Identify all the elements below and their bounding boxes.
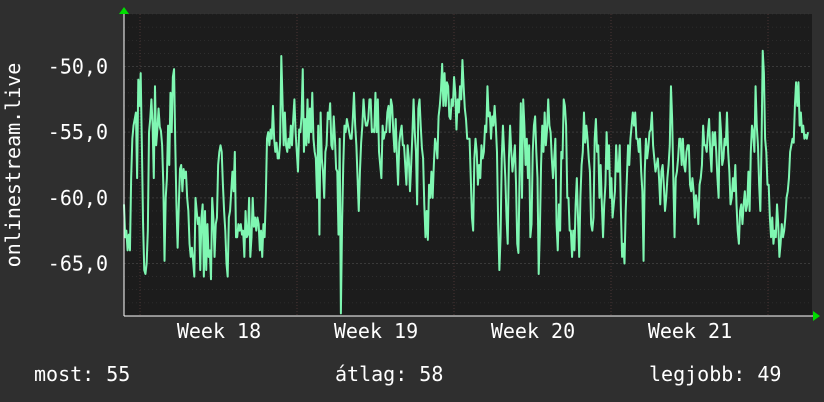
x-tick-label: Week 20 (491, 319, 575, 343)
y-tick-labels: -50,0 -55,0 -60,0 -65,0 (48, 55, 108, 276)
y-tick-label: -65,0 (48, 251, 108, 275)
x-tick-label: Week 18 (177, 319, 261, 343)
y-tick-label: -50,0 (48, 55, 108, 79)
y-tick-label: -55,0 (48, 120, 108, 144)
x-tick-label: Week 21 (648, 319, 732, 343)
plot-area (124, 14, 812, 316)
current-value-label: most: 55 (34, 362, 131, 386)
y-axis-arrow-icon (119, 7, 129, 14)
x-axis-arrow-icon (813, 311, 820, 321)
best-value-label: legjobb: 49 (649, 362, 782, 386)
average-value-label: átlag: 58 (335, 362, 444, 386)
y-tick-label: -60,0 (48, 186, 108, 210)
y-axis-label: onlinestream.live (1, 63, 25, 268)
x-tick-label: Week 19 (334, 319, 418, 343)
series-line (123, 49, 809, 315)
x-tick-labels: Week 18 Week 19 Week 20 Week 21 (177, 319, 732, 343)
